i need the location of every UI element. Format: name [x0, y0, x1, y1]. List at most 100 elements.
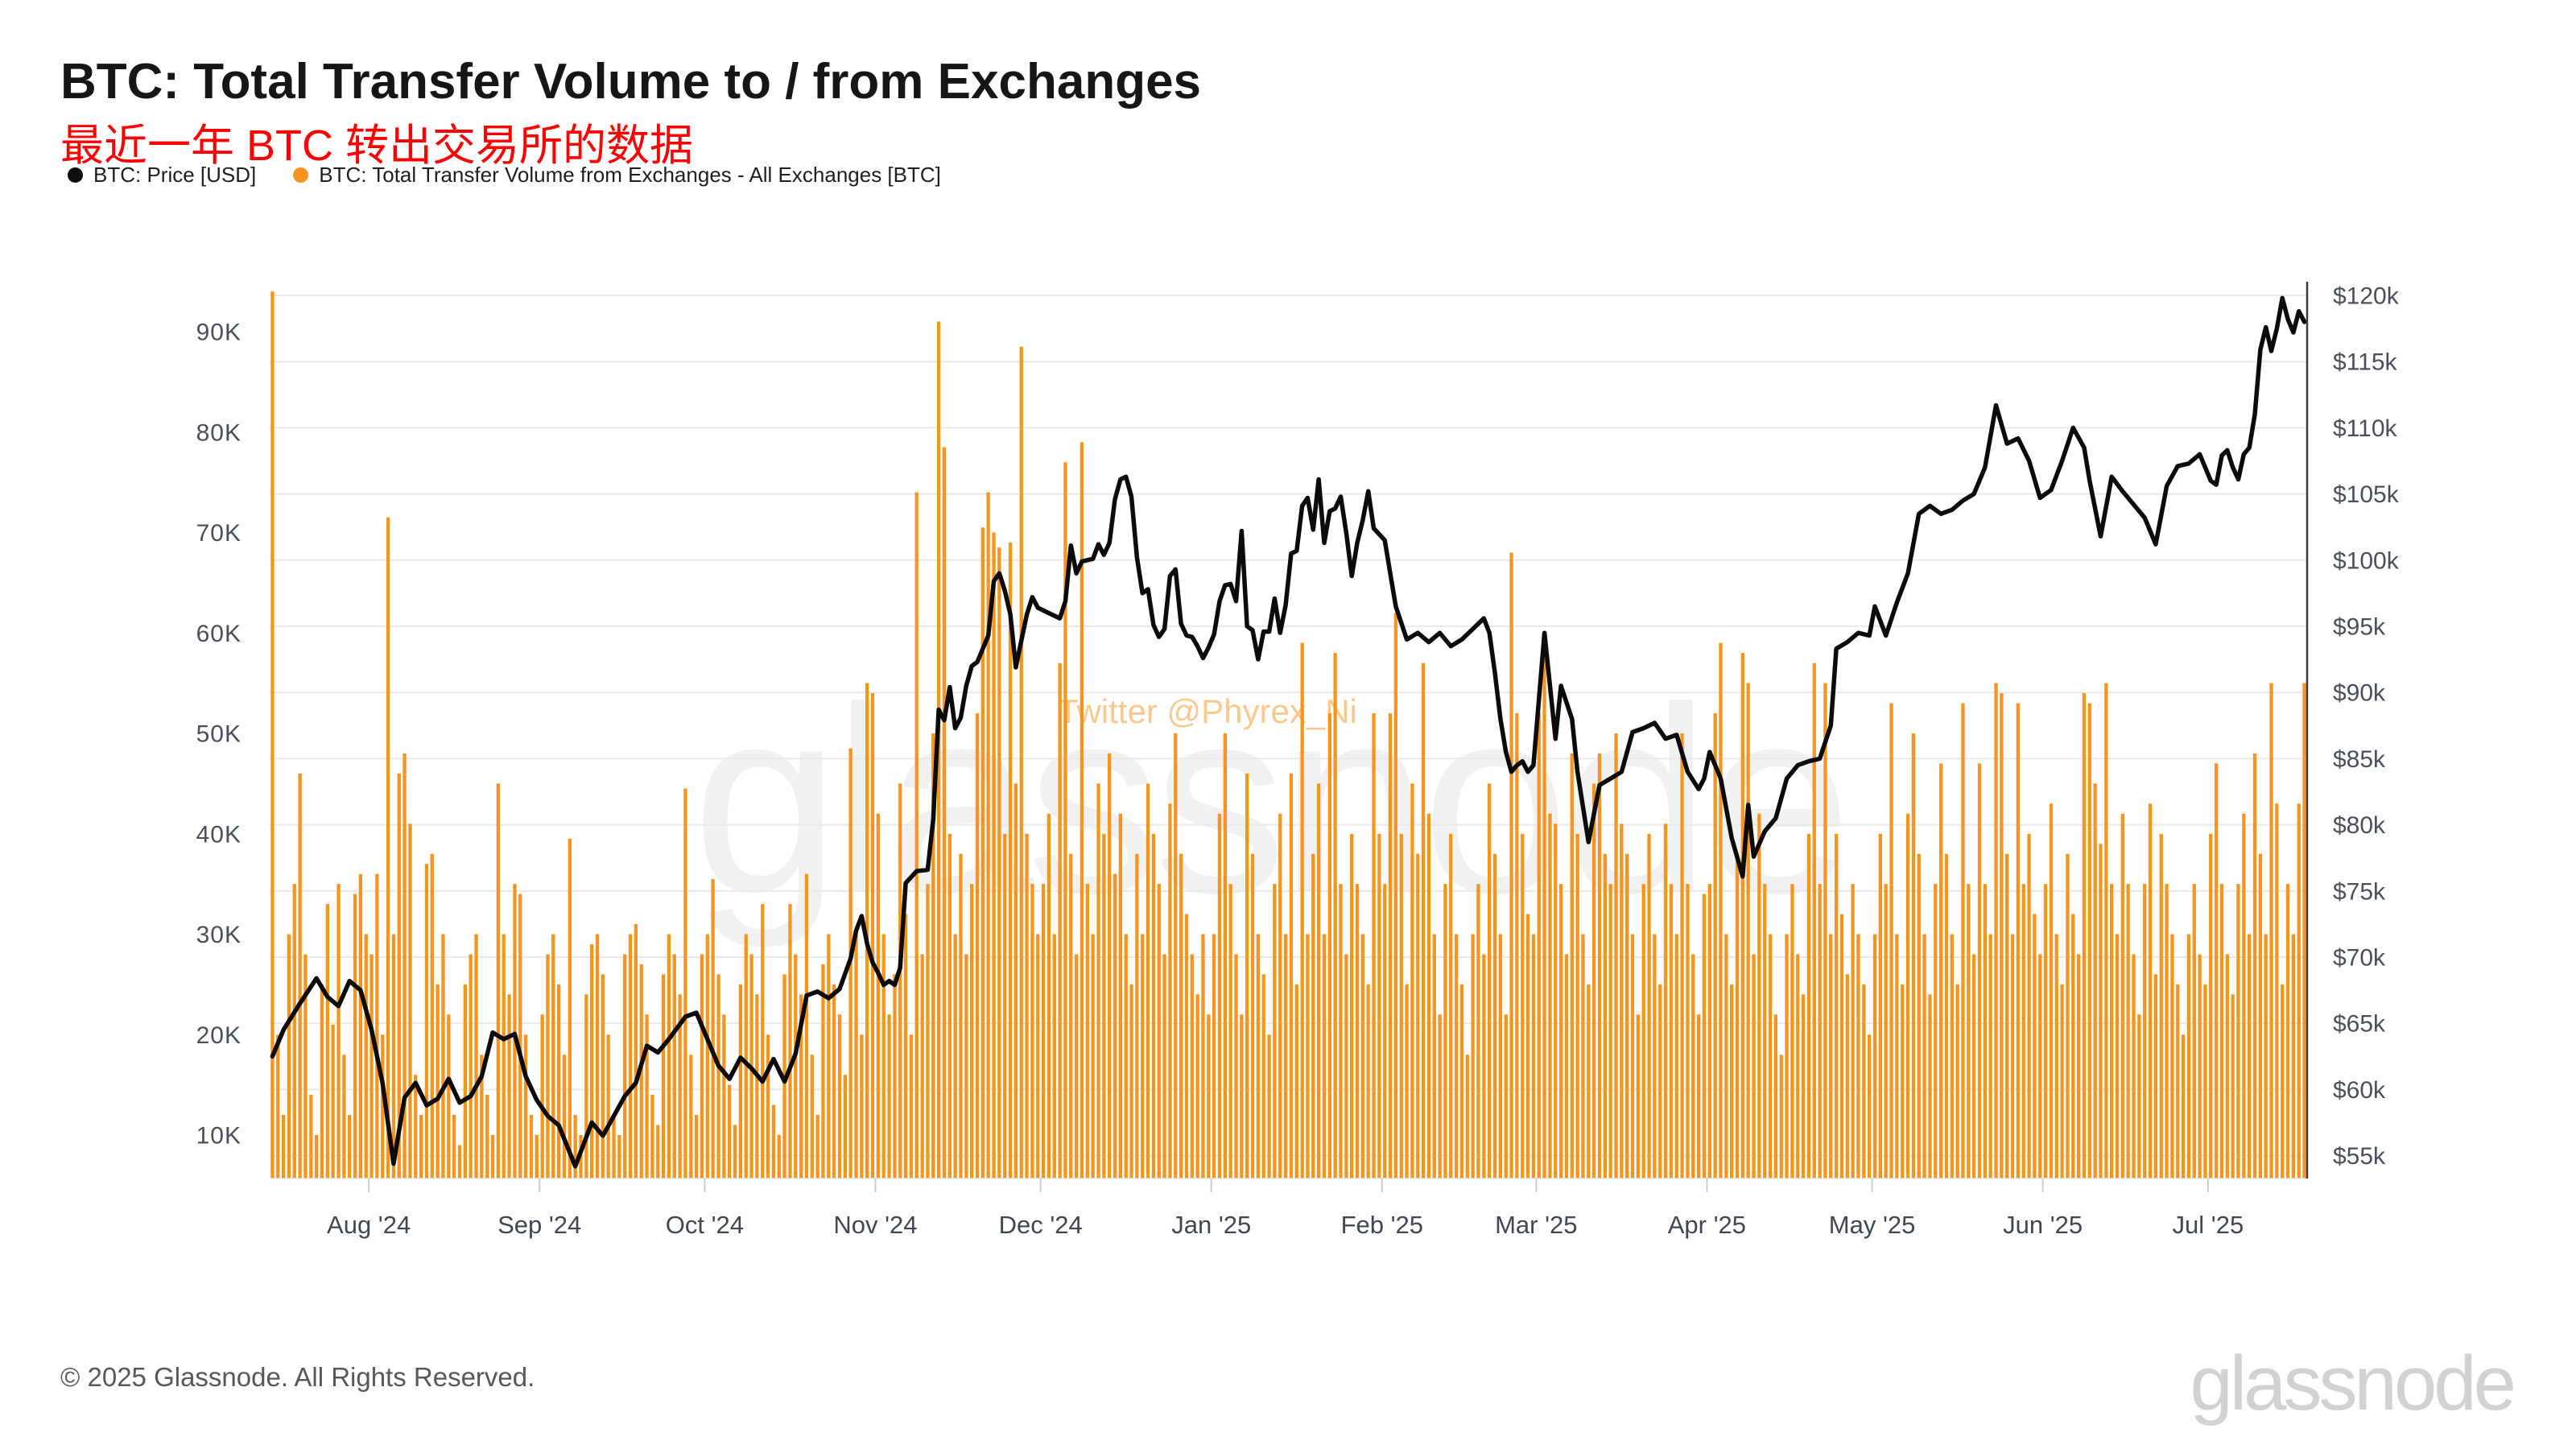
month-tick-label: Apr '25 [1668, 1211, 1746, 1239]
volume-bar [771, 1104, 776, 1179]
volume-bar [2043, 884, 2048, 1179]
volume-bar [1046, 813, 1051, 1179]
volume-bar [2126, 884, 2130, 1179]
volume-bar [716, 974, 720, 1179]
volume-bar [2005, 853, 2009, 1179]
volume-bar [683, 788, 687, 1179]
volume-bar [584, 994, 588, 1179]
volume-bar [1350, 833, 1354, 1179]
volume-bar [728, 1084, 732, 1179]
volume-bar [1922, 934, 1926, 1179]
right-axis-tick-label: $75k [2333, 878, 2386, 905]
volume-bar [1300, 642, 1304, 1179]
volume-bar [2291, 934, 2295, 1179]
volume-bar [1449, 833, 1453, 1179]
volume-bar [1614, 733, 1618, 1179]
page-title: BTC: Total Transfer Volume to / from Exc… [60, 54, 1202, 109]
volume-bar [348, 1115, 352, 1179]
legend-item-price[interactable]: BTC: Price [USD] [68, 163, 256, 188]
left-axis-tick-label: 10K [196, 1123, 242, 1150]
right-axis-tick-label: $55k [2333, 1143, 2386, 1170]
volume-bar [1680, 733, 1684, 1179]
right-axis-tick-label: $110k [2333, 415, 2398, 442]
volume-bar [546, 954, 550, 1179]
volume-bar [1096, 783, 1100, 1179]
volume-bar [1658, 984, 1662, 1179]
volume-bar [628, 934, 633, 1179]
volume-bar [1972, 954, 1976, 1179]
volume-bar [1917, 853, 1921, 1179]
volume-bar [1025, 833, 1029, 1179]
volume-bar [2137, 1014, 2141, 1179]
volume-bar [815, 1115, 819, 1179]
volume-bar [1261, 974, 1265, 1179]
volume-bar [1525, 914, 1530, 1179]
volume-bar [1393, 613, 1397, 1179]
volume-bar [463, 984, 467, 1179]
volume-bar [788, 904, 792, 1179]
volume-bar [2203, 984, 2207, 1179]
volume-bar [1691, 954, 1695, 1179]
volume-bar [1256, 934, 1260, 1179]
volume-bar [1944, 853, 1949, 1179]
volume-bar [1872, 934, 1877, 1179]
volume-bar [573, 1115, 577, 1179]
volume-bar [1201, 934, 1205, 1179]
volume-bar [1432, 934, 1436, 1179]
volume-bar [804, 873, 809, 1179]
volume-bar [2087, 703, 2091, 1179]
volume-bar [441, 934, 445, 1179]
volume-bar [920, 954, 924, 1179]
right-axis-tick-label: $115k [2333, 349, 2398, 376]
volume-bar [1129, 984, 1133, 1179]
volume-bar [970, 884, 974, 1179]
volume-bar [656, 1125, 660, 1179]
volume-bar [1294, 984, 1298, 1179]
volume-bar [1013, 783, 1018, 1179]
volume-bar [2148, 803, 2153, 1179]
volume-bar [2054, 934, 2058, 1179]
volume-bar [436, 984, 440, 1179]
volume-bar [1608, 884, 1612, 1179]
volume-bar [2066, 853, 2070, 1179]
footer-copyright: © 2025 Glassnode. All Rights Reserved. [60, 1362, 535, 1392]
volume-bar [1889, 703, 1893, 1179]
volume-bar [755, 994, 759, 1179]
volume-bar [2209, 833, 2213, 1179]
volume-bar [1983, 884, 1987, 1179]
volume-bar [1240, 1014, 1244, 1179]
volume-bar [1669, 884, 1674, 1179]
volume-bar [1575, 833, 1579, 1179]
volume-bar [1740, 653, 1744, 1179]
volume-bar [1085, 884, 1089, 1179]
volume-bar [1465, 1055, 1469, 1179]
volume-bar [1779, 1055, 1783, 1179]
volume-bar [606, 1034, 610, 1179]
volume-bar [419, 1115, 423, 1179]
volume-bar [975, 713, 980, 1179]
volume-bar [1443, 884, 1447, 1179]
volume-bar [953, 934, 957, 1179]
volume-bar [1245, 773, 1249, 1179]
volume-bar [2027, 833, 2031, 1179]
right-axis-tick-label: $95k [2333, 614, 2386, 641]
legend-item-transfer-volume[interactable]: BTC: Total Transfer Volume from Exchange… [293, 163, 941, 188]
volume-bar [1862, 984, 1866, 1179]
volume-bar [1707, 884, 1711, 1179]
volume-bar [2285, 884, 2290, 1179]
volume-bar [623, 954, 627, 1179]
right-axis-tick-label: $80k [2333, 812, 2386, 839]
volume-bar [1333, 653, 1337, 1179]
legend-label-transfer-volume: BTC: Total Transfer Volume from Exchange… [319, 162, 941, 187]
volume-bar [1317, 783, 1321, 1179]
volume-bar [1790, 884, 1794, 1179]
page-subtitle-chinese: 最近一年 BTC 转出交易所的数据 [60, 122, 694, 170]
volume-bar [485, 1095, 489, 1179]
volume-bar [2049, 803, 2054, 1179]
volume-bar [1278, 813, 1282, 1179]
volume-bar [733, 1125, 737, 1179]
volume-bar [1839, 914, 1844, 1179]
volume-bar [1052, 934, 1056, 1179]
